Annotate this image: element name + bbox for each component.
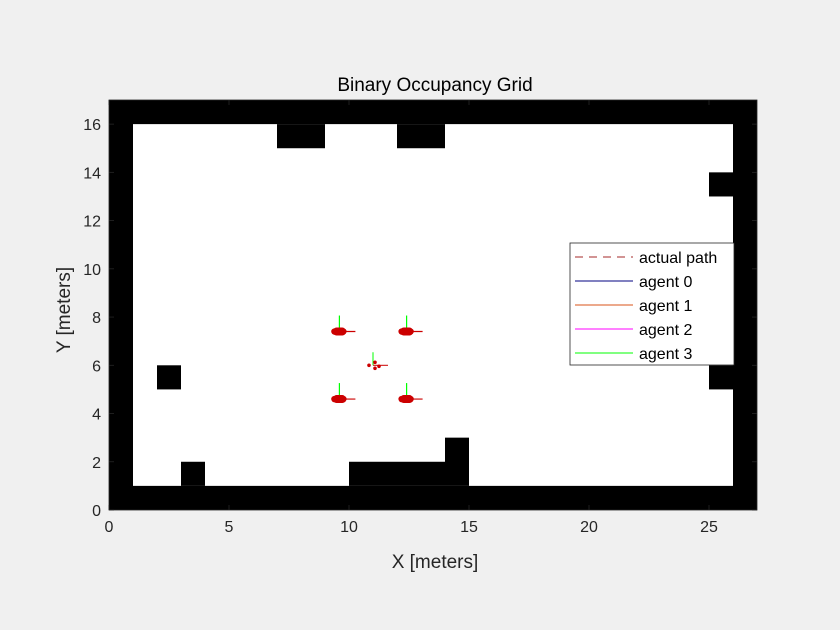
y-tick-label: 10 (83, 262, 101, 279)
y-tick-label: 6 (92, 358, 101, 375)
obstacle-cell (277, 124, 325, 149)
agent-marker (398, 315, 423, 336)
x-axis-label: X [meters] (392, 552, 479, 573)
obstacle-cell (349, 461, 445, 486)
agent-wheel (340, 395, 347, 403)
x-tick-label: 5 (225, 519, 234, 536)
obstacle-cell (709, 172, 733, 197)
agent-wheel (340, 328, 347, 335)
center-dot (373, 360, 377, 365)
obstacle-cell (109, 100, 133, 510)
agent-marker (331, 315, 356, 336)
x-axis: 0 5 10 15 20 25 (105, 100, 718, 536)
obstacle-cell (733, 100, 757, 510)
agent-wheel (398, 328, 405, 335)
legend-label: agent 1 (639, 298, 692, 315)
axes-frame (108, 99, 758, 511)
x-tick-label: 10 (340, 519, 358, 536)
y-tick-label: 0 (92, 503, 101, 520)
y-tick-label: 14 (83, 165, 101, 182)
y-tick-label: 8 (92, 310, 101, 327)
legend: actual path agent 0 agent 1 agent 2 agent 3 (569, 242, 735, 366)
y-tick-label: 12 (83, 214, 101, 231)
legend-label: agent 2 (639, 322, 692, 339)
agent-wheel (407, 328, 414, 335)
legend-box (569, 242, 735, 366)
y-axis: 0 2 4 6 8 10 12 14 16 (83, 117, 757, 520)
agent-wheel (398, 395, 405, 403)
agent-wheel (331, 395, 338, 403)
y-tick-label: 4 (92, 407, 101, 424)
agent-marker (398, 383, 423, 404)
x-tick-label: 0 (105, 519, 114, 536)
obstacle-cell (709, 365, 733, 390)
center-dot (367, 363, 371, 368)
obstacle-cell (181, 461, 205, 486)
x-tick-label: 20 (580, 519, 598, 536)
obstacle-cell (157, 365, 181, 390)
agent-wheel (407, 395, 414, 403)
center-dot (377, 364, 381, 369)
legend-label: actual path (639, 250, 717, 267)
agent-wheel (331, 328, 338, 335)
y-axis-label: Y [meters] (54, 267, 75, 353)
y-tick-label: 2 (92, 455, 101, 472)
legend-label: agent 3 (639, 346, 692, 363)
y-tick-label: 16 (83, 117, 101, 134)
x-tick-label: 25 (700, 519, 718, 536)
obstacle-cell (397, 124, 445, 149)
chart-title: Binary Occupancy Grid (337, 75, 532, 96)
legend-label: agent 0 (639, 274, 692, 291)
center-dot (373, 366, 377, 371)
agent-marker (331, 383, 356, 404)
obstacle-cell (445, 437, 469, 486)
obstacle-cell (109, 485, 757, 510)
x-tick-label: 15 (460, 519, 478, 536)
center-marker (367, 352, 388, 371)
obstacle-cell (109, 100, 757, 125)
